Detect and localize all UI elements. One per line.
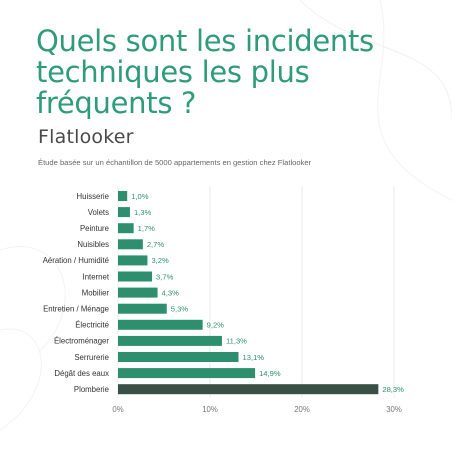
bar bbox=[118, 352, 239, 362]
category-label: Internet bbox=[83, 272, 110, 281]
category-label: Plomberie bbox=[74, 385, 109, 394]
bars bbox=[118, 191, 379, 395]
bar bbox=[118, 271, 153, 282]
bar bbox=[118, 223, 134, 234]
x-tick-label: 30% bbox=[386, 405, 402, 414]
bar bbox=[118, 384, 379, 395]
bar bbox=[118, 207, 130, 218]
bar bbox=[118, 239, 143, 250]
category-label: Nuisibles bbox=[77, 240, 109, 249]
category-label: Serrurerie bbox=[74, 353, 109, 362]
bar bbox=[118, 303, 167, 314]
value-label: 11,3% bbox=[226, 337, 247, 346]
category-label: Mobilier bbox=[82, 288, 110, 297]
page-title: Quels sont les incidents techniques les … bbox=[36, 24, 374, 120]
value-label: 4,3% bbox=[162, 288, 180, 297]
category-label: Électricité bbox=[75, 321, 109, 330]
bar bbox=[118, 287, 158, 298]
category-label: Dégât des eaux bbox=[54, 369, 109, 378]
x-tick-label: 10% bbox=[202, 405, 218, 414]
value-label: 14,9% bbox=[259, 369, 281, 378]
value-label: 2,7% bbox=[147, 240, 165, 249]
value-label: 3,7% bbox=[156, 272, 174, 281]
value-label: 1,7% bbox=[138, 224, 156, 233]
category-label: Volets bbox=[88, 208, 109, 217]
bar bbox=[118, 255, 148, 266]
x-tick-label: 20% bbox=[294, 405, 310, 414]
x-tick-label: 0% bbox=[112, 405, 123, 414]
category-label: Aération / Humidité bbox=[43, 256, 109, 265]
x-axis: 0% 10% 20% 30% bbox=[112, 405, 402, 414]
bar bbox=[118, 191, 128, 201]
brand-logo: Flatlooker bbox=[38, 126, 134, 148]
value-label: 3,2% bbox=[151, 256, 169, 265]
category-label: Entretien / Ménage bbox=[43, 305, 109, 314]
value-label: 1,0% bbox=[131, 192, 149, 201]
category-label: Huisserie bbox=[77, 192, 110, 201]
category-label: Peinture bbox=[80, 224, 109, 233]
bar bbox=[118, 335, 222, 346]
category-label: Électroménager bbox=[54, 337, 109, 346]
value-label: 9,2% bbox=[207, 321, 225, 330]
bar bbox=[118, 368, 256, 379]
bar bbox=[118, 319, 203, 330]
value-label: 1,3% bbox=[134, 208, 152, 217]
labels: Huisserie 1,0% Volets 1,3% Peinture 1,7% Nuisi… bbox=[43, 192, 404, 394]
grid-lines bbox=[117, 186, 395, 398]
value-label: 13,1% bbox=[243, 353, 265, 362]
chart-subtitle: Étude basée sur un échantillon de 5000 a… bbox=[38, 158, 312, 167]
value-label: 5,3% bbox=[171, 305, 189, 314]
value-label: 28,3% bbox=[382, 385, 404, 394]
